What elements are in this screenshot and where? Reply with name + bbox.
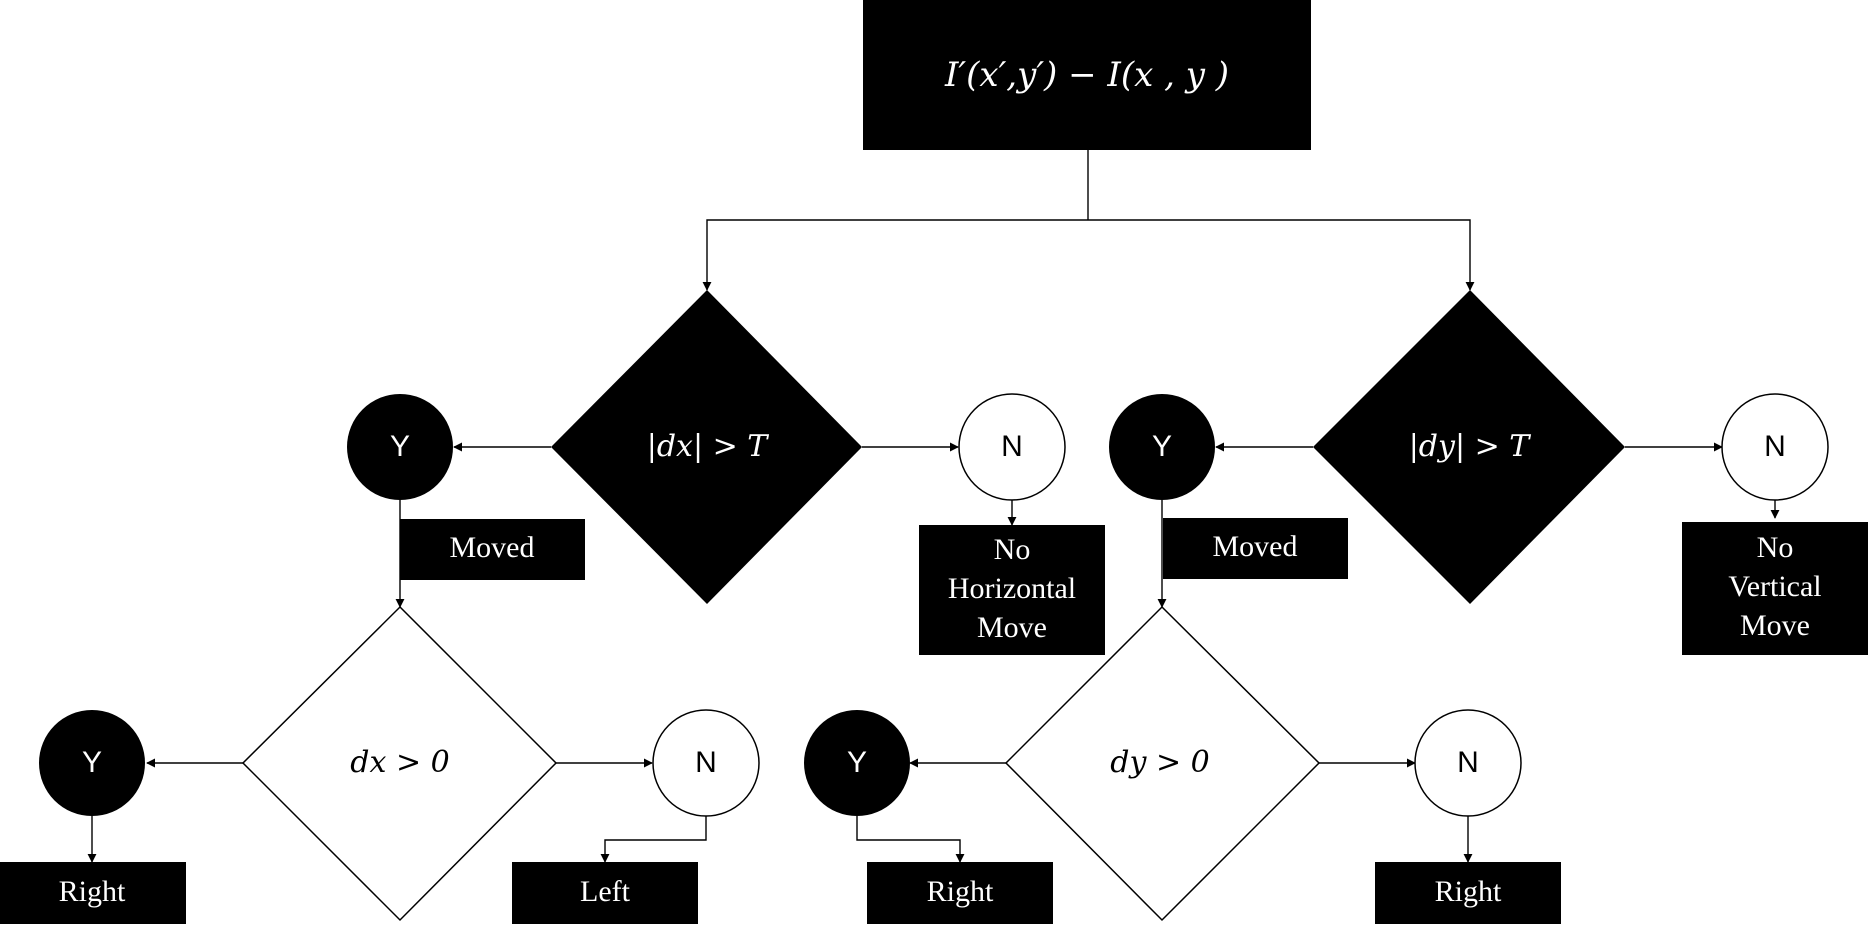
dx-left-box bbox=[512, 862, 698, 924]
dy-no-node bbox=[1414, 709, 1522, 817]
x-branch: |dx| > T Y N Moved No Horizontal Move dx… bbox=[0, 290, 1105, 924]
x-condition-diamond bbox=[551, 290, 862, 604]
x-moved-label: Moved bbox=[450, 531, 535, 564]
root-label: I′(x′,y′) − I(x , y ) bbox=[944, 55, 1229, 95]
y-yes-node bbox=[1109, 394, 1215, 500]
connectors bbox=[87, 150, 1780, 863]
dx-sign-label: dx > 0 bbox=[350, 745, 449, 780]
edge-root-to-y-condition bbox=[1088, 219, 1475, 291]
dx-no-label: N bbox=[695, 746, 717, 779]
dx-right-box bbox=[0, 862, 186, 924]
y-no-label: N bbox=[1764, 430, 1786, 463]
dy-yes-node bbox=[804, 710, 910, 816]
x-moved-box bbox=[400, 519, 585, 580]
dy-sign-diamond bbox=[1004, 605, 1321, 922]
edge-dx-no-to-result bbox=[600, 816, 707, 863]
x-no-move-line-3: Move bbox=[977, 611, 1047, 644]
dy-yes-result-label: Right bbox=[927, 875, 994, 908]
x-no-move-box bbox=[919, 525, 1105, 655]
dy-yes-result-box bbox=[867, 862, 1053, 924]
x-condition-label: |dx| > T bbox=[647, 429, 770, 464]
x-no-label: N bbox=[1001, 430, 1023, 463]
y-moved-box bbox=[1163, 518, 1348, 579]
dx-yes-node bbox=[39, 710, 145, 816]
x-no-node bbox=[958, 393, 1066, 501]
x-no-move-line-1: No bbox=[994, 533, 1031, 566]
dx-yes-label: Y bbox=[82, 746, 102, 779]
y-no-move-line-1: No bbox=[1757, 531, 1794, 564]
dy-no-label: N bbox=[1457, 746, 1479, 779]
y-yes-label: Y bbox=[1152, 430, 1172, 463]
dx-sign-diamond bbox=[241, 605, 558, 922]
y-condition-label: |dy| > T bbox=[1409, 429, 1532, 464]
dy-no-result-label: Right bbox=[1435, 875, 1502, 908]
x-yes-node bbox=[347, 394, 453, 500]
edge-dy-yes-to-result bbox=[856, 816, 965, 863]
y-no-move-box bbox=[1682, 522, 1868, 655]
y-moved-label: Moved bbox=[1213, 530, 1298, 563]
x-no-move-line-2: Horizontal bbox=[948, 572, 1076, 605]
y-no-move-line-3: Move bbox=[1740, 609, 1810, 642]
y-no-node bbox=[1721, 393, 1829, 501]
y-branch: |dy| > T Y N Moved No Vertical Move dy >… bbox=[804, 290, 1868, 924]
dy-yes-label: Y bbox=[847, 746, 867, 779]
dx-left-label: Left bbox=[580, 875, 631, 908]
y-no-move-line-2: Vertical bbox=[1728, 570, 1821, 603]
root-box bbox=[863, 0, 1311, 150]
edge-root-to-x-condition bbox=[702, 219, 1088, 291]
dx-right-label: Right bbox=[59, 875, 126, 908]
x-yes-label: Y bbox=[390, 430, 410, 463]
y-condition-diamond bbox=[1313, 290, 1625, 604]
dy-sign-label: dy > 0 bbox=[1110, 745, 1209, 780]
dy-no-result-box bbox=[1375, 862, 1561, 924]
root-node: I′(x′,y′) − I(x , y ) bbox=[863, 0, 1311, 150]
dx-no-node bbox=[652, 709, 760, 817]
